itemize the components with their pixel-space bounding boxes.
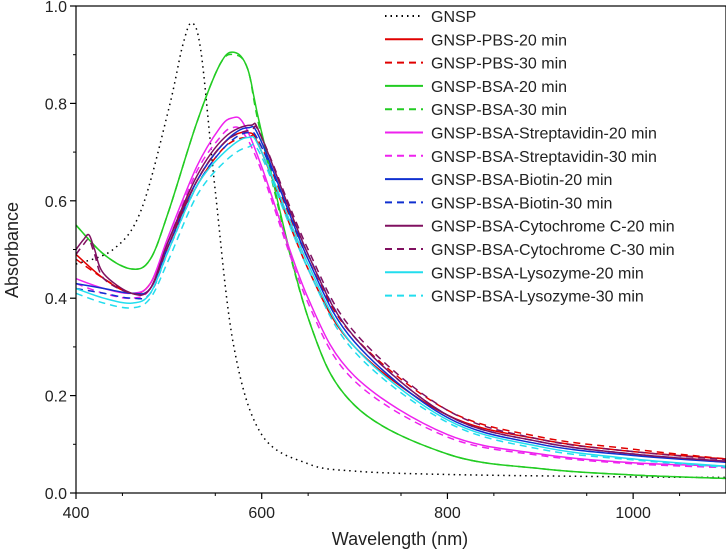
y-tick-label: 0.8 bbox=[45, 96, 67, 113]
y-tick-label: 1.0 bbox=[45, 0, 67, 16]
x-axis-title: Wavelength (nm) bbox=[332, 529, 468, 549]
legend-label: GNSP-BSA-Biotin-20 min bbox=[431, 172, 612, 189]
legend-label: GNSP-BSA-Lysozyme-30 min bbox=[431, 289, 644, 306]
y-axis-title: Absorbance bbox=[2, 202, 22, 298]
series-layer bbox=[75, 22, 726, 480]
series-line bbox=[75, 125, 726, 464]
x-tick-label: 600 bbox=[248, 505, 275, 522]
legend-label: GNSP-BSA-Streptavidin-30 min bbox=[431, 149, 657, 166]
legend-label: GNSP-BSA-Lysozyme-20 min bbox=[431, 265, 644, 282]
series-line bbox=[75, 135, 726, 467]
y-tick-label: 0.6 bbox=[45, 194, 67, 211]
legend: GNSP GNSP-PBS-20 min GNSP-PBS-30 min GNSP-B… bbox=[385, 9, 675, 306]
legend-label: GNSP-PBS-20 min bbox=[431, 32, 567, 49]
x-tick-label: 1000 bbox=[615, 505, 651, 522]
legend-label: GNSP-BSA-Streptavidin-20 min bbox=[431, 126, 657, 143]
series-line bbox=[75, 53, 726, 480]
series-line bbox=[75, 143, 726, 468]
y-tick-label: 0.2 bbox=[45, 389, 67, 406]
legend-label: GNSP-BSA-Cytochrome C-20 min bbox=[431, 219, 675, 236]
x-tick-label: 400 bbox=[63, 505, 90, 522]
legend-label: GNSP-PBS-30 min bbox=[431, 56, 567, 73]
y-tick-label: 0.0 bbox=[45, 486, 67, 503]
series-line bbox=[75, 125, 726, 461]
legend-label: GNSP-BSA-Cytochrome C-30 min bbox=[431, 242, 675, 259]
x-tick-label: 800 bbox=[434, 505, 461, 522]
legend-label: GNSP-BSA-20 min bbox=[431, 79, 567, 96]
axis-ticks: 400 600 800 1000 0.0 0.2 0.4 0.6 0.8 1.0 bbox=[45, 0, 681, 522]
legend-label: GNSP-BSA-Biotin-30 min bbox=[431, 195, 612, 212]
legend-label: GNSP bbox=[431, 9, 476, 26]
series-line bbox=[75, 122, 726, 463]
legend-label: GNSP-BSA-30 min bbox=[431, 102, 567, 119]
y-tick-label: 0.4 bbox=[45, 291, 67, 308]
